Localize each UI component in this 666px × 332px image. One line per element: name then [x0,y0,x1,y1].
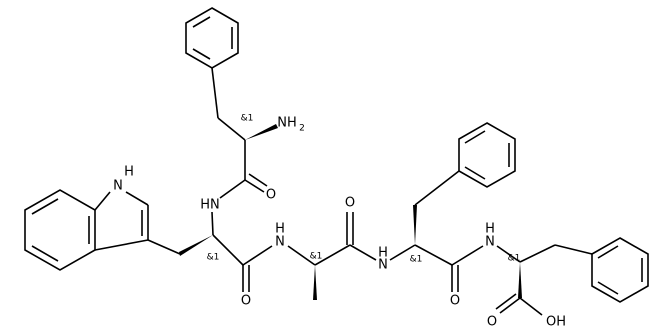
bond [211,67,219,119]
bond [147,239,181,255]
bond [597,281,619,295]
bond [451,245,484,266]
atom-label: NH [277,116,297,131]
atom-subscript: 2 [299,124,305,134]
atom-label: N [113,179,123,194]
bond [94,239,149,251]
bond [217,117,246,141]
wedge-bond [518,262,522,298]
bond [94,191,111,211]
bond [597,245,619,259]
bond [212,234,244,266]
bond [519,297,543,316]
bond [414,170,460,206]
ring [24,189,96,271]
bond [464,166,486,180]
bond [244,179,265,193]
bond [464,130,486,144]
bond [211,211,214,236]
bond [192,16,211,28]
wedge-bond [179,235,213,256]
bond [242,245,273,266]
atom-label: O [241,294,251,309]
bond [31,245,59,262]
atom-label: H [124,165,134,180]
bond [496,245,521,263]
atom-label: H [275,222,285,237]
bond [192,48,211,60]
ring [185,7,239,69]
wedge-bond [245,124,278,140]
bond [219,179,246,199]
stereo-label: &1 [508,254,521,264]
atom-label: O [345,196,355,211]
stereo-label: &1 [207,253,220,263]
stereo-label: &1 [410,255,423,265]
bond [414,244,453,266]
atom-label: O [450,294,460,309]
bond [519,244,556,263]
atom-label: O [487,315,497,330]
atom-label: HN [200,198,220,213]
atom-label: N [378,258,388,273]
bond [125,191,149,206]
atom-label: OH [546,315,566,330]
wedge-bond [313,265,317,300]
atom-label: N [485,235,495,250]
wedge-bond [413,205,417,245]
stereo-label: &1 [241,114,254,124]
atom-label: O [266,188,276,203]
atom-label: H [378,246,388,261]
bond [31,198,59,215]
atom-labels: H N NH 2 &1 HN O &1 H N O &1 O H N &1 O … [113,114,566,330]
ring [458,122,516,188]
bond [287,245,316,266]
bond [499,297,521,314]
bond [554,244,593,255]
bond [349,244,377,261]
stereo-label: &1 [310,252,323,262]
bond [314,244,351,266]
bond [389,244,416,261]
bonds [24,7,649,316]
bond [495,293,517,310]
atom-label: N [275,235,285,250]
bond [248,173,268,187]
atom-label: H [485,222,495,237]
ring [591,237,649,303]
